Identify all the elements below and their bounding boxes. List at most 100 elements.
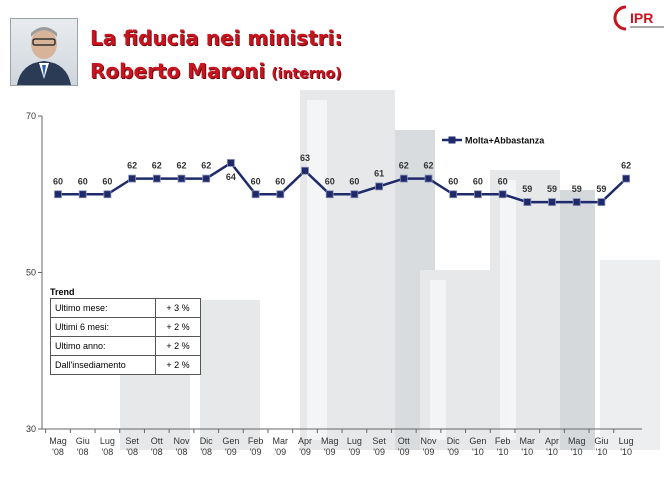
data-label: 61 <box>374 168 384 178</box>
data-label: 63 <box>300 153 310 163</box>
x-tick-label-month: Ott <box>151 436 164 446</box>
data-label: 59 <box>522 184 532 194</box>
trend-label: Dall'insediamento <box>50 355 156 375</box>
trend-row: Ultimi 6 mesi: + 2 % <box>50 317 201 337</box>
trend-label: Ultimo anno: <box>50 336 156 356</box>
x-tick-label-month: Gen <box>469 436 486 446</box>
chart-marks: 60 60 60 62 62 62 62 64 60 60 63 60 60 61 62 62 60 60 60 59… <box>53 153 631 206</box>
x-tick-label-month: Set <box>372 436 386 446</box>
x-tick-label-month: Ott <box>398 436 411 446</box>
logo-text: IPR <box>630 10 653 26</box>
x-tick-label-year: '08 <box>176 447 188 457</box>
trend-row: Ultimo anno: + 2 % <box>50 336 201 356</box>
data-label: 64 <box>226 172 236 182</box>
data-label: 62 <box>423 161 433 171</box>
x-tick-label-year: '10 <box>472 447 484 457</box>
page-title: La fiducia nei ministri: <box>90 26 343 50</box>
trend-table: Ultimo mese: + 3 % Ultimi 6 mesi: + 2 % Ul… <box>50 298 201 375</box>
data-point <box>424 174 433 183</box>
data-label: 59 <box>547 184 557 194</box>
data-label: 60 <box>275 176 285 186</box>
data-label: 62 <box>621 161 631 171</box>
trend-label: Ultimo mese: <box>50 298 156 318</box>
x-tick-label-month: Lug <box>100 436 115 446</box>
x-tick-label-month: Lug <box>619 436 634 446</box>
x-tick-label-year: '08 <box>52 447 64 457</box>
trend-box: Trend Ultimo mese: + 3 % Ultimi 6 mesi: + … <box>50 287 201 375</box>
x-tick-label-year: '09 <box>324 447 336 457</box>
data-point <box>78 190 87 199</box>
data-point <box>276 190 285 199</box>
data-point <box>572 198 581 206</box>
data-point <box>498 190 507 199</box>
trend-value: + 3 % <box>155 298 201 318</box>
legend-label: Molta+Abbastanza <box>465 136 545 146</box>
x-tick-label-year: '10 <box>620 447 632 457</box>
x-tick-label-month: Mag <box>49 436 67 446</box>
data-label: 60 <box>325 176 335 186</box>
x-tick-label-year: '10 <box>521 447 533 457</box>
x-tick-label-month: Giu <box>76 436 90 446</box>
x-tick-label-year: '08 <box>102 447 114 457</box>
minister-photo <box>10 18 78 86</box>
minister-name-text: Roberto Maroni <box>90 59 266 83</box>
x-tick-label-month: Mar <box>520 436 536 446</box>
y-tick-label: 30 <box>26 424 36 434</box>
x-tick-label-year: '09 <box>225 447 237 457</box>
minister-role: (interno) <box>271 66 342 82</box>
trend-value: + 2 % <box>155 355 201 375</box>
minister-name: Roberto Maroni (interno) <box>90 59 342 83</box>
data-point <box>103 190 112 199</box>
x-tick-label-month: Feb <box>495 436 511 446</box>
x-tick-label-month: Mag <box>321 436 339 446</box>
trend-value: + 2 % <box>155 336 201 356</box>
legend-marker <box>448 136 456 144</box>
x-tick-label-month: Dic <box>447 436 460 446</box>
data-label: 60 <box>349 176 359 186</box>
x-tick-label-month: Apr <box>298 436 312 446</box>
trend-label: Ultimi 6 mesi: <box>50 317 156 337</box>
data-point <box>251 190 260 199</box>
data-label: 62 <box>127 161 137 171</box>
data-label: 60 <box>498 176 508 186</box>
data-point <box>523 198 532 206</box>
trend-title: Trend <box>50 287 75 297</box>
y-tick-label: 50 <box>26 268 36 278</box>
x-tick-label-year: '10 <box>546 447 558 457</box>
data-point <box>301 166 309 175</box>
data-point <box>375 182 384 191</box>
data-point <box>350 190 359 199</box>
x-tick-label-month: Set <box>125 436 139 446</box>
series-line <box>58 161 627 204</box>
data-point <box>622 174 630 183</box>
data-point <box>177 174 186 183</box>
x-tick-label-month: Lug <box>347 436 362 446</box>
chart-legend: Molta+Abbastanza <box>442 136 545 146</box>
data-point <box>399 174 408 183</box>
data-point <box>202 174 211 183</box>
x-tick-label-year: '09 <box>373 447 385 457</box>
x-tick-label-year: '09 <box>299 447 311 457</box>
data-label: 59 <box>596 184 606 194</box>
x-tick-label-month: Gen <box>222 436 239 446</box>
y-tick-label: 70 <box>26 111 36 121</box>
chart-axes: 705030Mag'08Giu'08Lug'08Set'08Ott'08Nov'… <box>26 111 642 457</box>
x-tick-label-year: '09 <box>250 447 262 457</box>
x-tick-label-month: Dic <box>200 436 213 446</box>
x-tick-label-year: '08 <box>77 447 89 457</box>
data-label: 60 <box>473 176 483 186</box>
data-point <box>449 190 458 199</box>
trend-row: Ultimo mese: + 3 % <box>50 298 201 318</box>
data-label: 62 <box>152 161 162 171</box>
x-tick-label-year: '09 <box>349 447 361 457</box>
x-tick-label-year: '09 <box>274 447 286 457</box>
trend-value: + 2 % <box>155 317 201 337</box>
data-point <box>548 198 556 206</box>
data-label: 62 <box>201 161 211 171</box>
x-tick-label-year: '10 <box>571 447 583 457</box>
data-point <box>152 174 161 183</box>
data-point <box>54 190 62 199</box>
data-label: 60 <box>102 176 112 186</box>
x-tick-label-year: '08 <box>126 447 138 457</box>
